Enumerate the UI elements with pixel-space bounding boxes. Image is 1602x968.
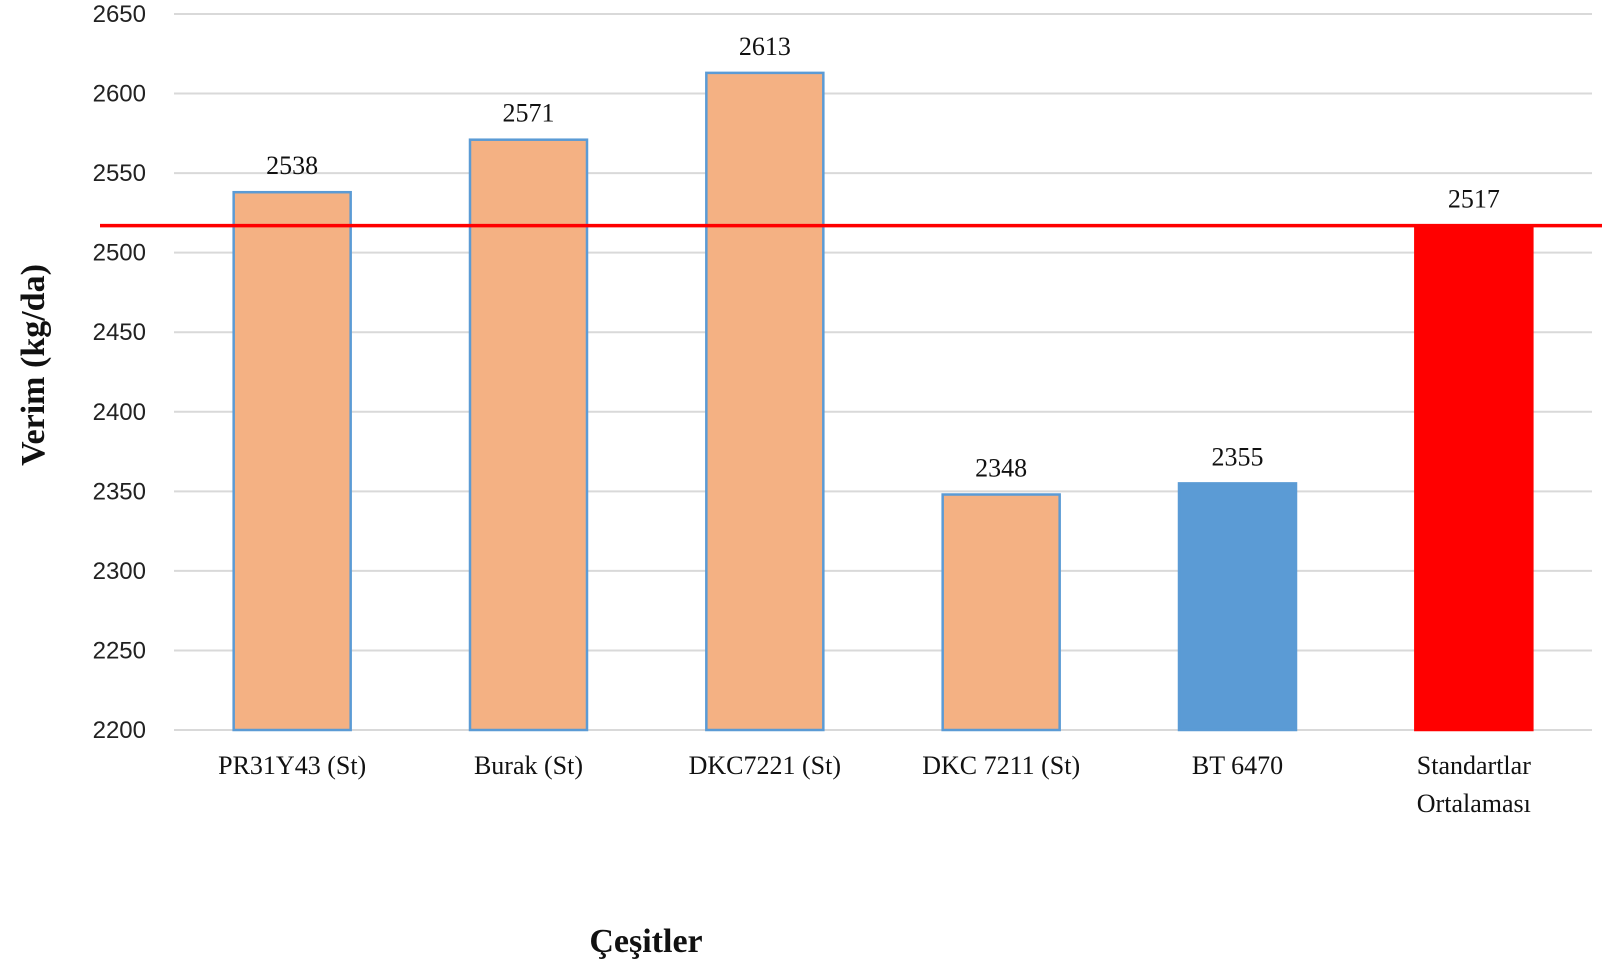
bar — [232, 190, 352, 732]
y-tick-label: 2600 — [93, 81, 146, 108]
y-tick-label: 2550 — [93, 160, 146, 187]
data-label: 2538 — [266, 151, 318, 180]
bars — [232, 71, 1534, 732]
y-tick-label: 2400 — [93, 399, 146, 426]
x-axis-category-labels: PR31Y43 (St) Burak (St) DKC7221 (St) DKC 72… — [218, 751, 1531, 818]
bar — [1414, 224, 1534, 732]
grid-lines — [174, 13, 1592, 731]
data-label: 2348 — [975, 454, 1027, 483]
x-axis-title: Çeşitler — [589, 923, 702, 960]
x-tick-label: DKC7221 (St) — [689, 751, 841, 780]
bar — [941, 493, 1061, 732]
x-tick-label: BT 6470 — [1192, 751, 1283, 780]
y-tick-label: 2200 — [93, 717, 146, 744]
y-tick-label: 2250 — [93, 637, 146, 664]
y-tick-label: 2350 — [93, 478, 146, 505]
x-tick-label: Burak (St) — [474, 751, 583, 780]
data-labels: 2538 2571 2613 2348 2355 2517 — [266, 32, 1500, 483]
bar — [705, 71, 825, 732]
x-tick-label: PR31Y43 (St) — [218, 751, 366, 780]
data-label: 2517 — [1448, 185, 1500, 214]
bar — [1177, 482, 1298, 732]
data-label: 2571 — [503, 99, 555, 128]
data-label: 2613 — [739, 32, 791, 61]
y-axis-ticks: 2200 2250 2300 2350 2400 2450 2500 2550 2600 2650 — [93, 1, 146, 744]
y-tick-label: 2300 — [93, 558, 146, 585]
x-tick-label: Ortalaması — [1417, 789, 1531, 818]
bar — [468, 138, 589, 732]
y-tick-label: 2450 — [93, 319, 146, 346]
data-label: 2355 — [1212, 442, 1264, 471]
x-tick-label: Standartlar — [1417, 751, 1531, 780]
y-axis-title: Verim (kg/da) — [15, 264, 52, 466]
x-tick-label: DKC 7211 (St) — [922, 751, 1080, 780]
y-tick-label: 2650 — [93, 1, 146, 28]
y-tick-label: 2500 — [93, 240, 146, 267]
